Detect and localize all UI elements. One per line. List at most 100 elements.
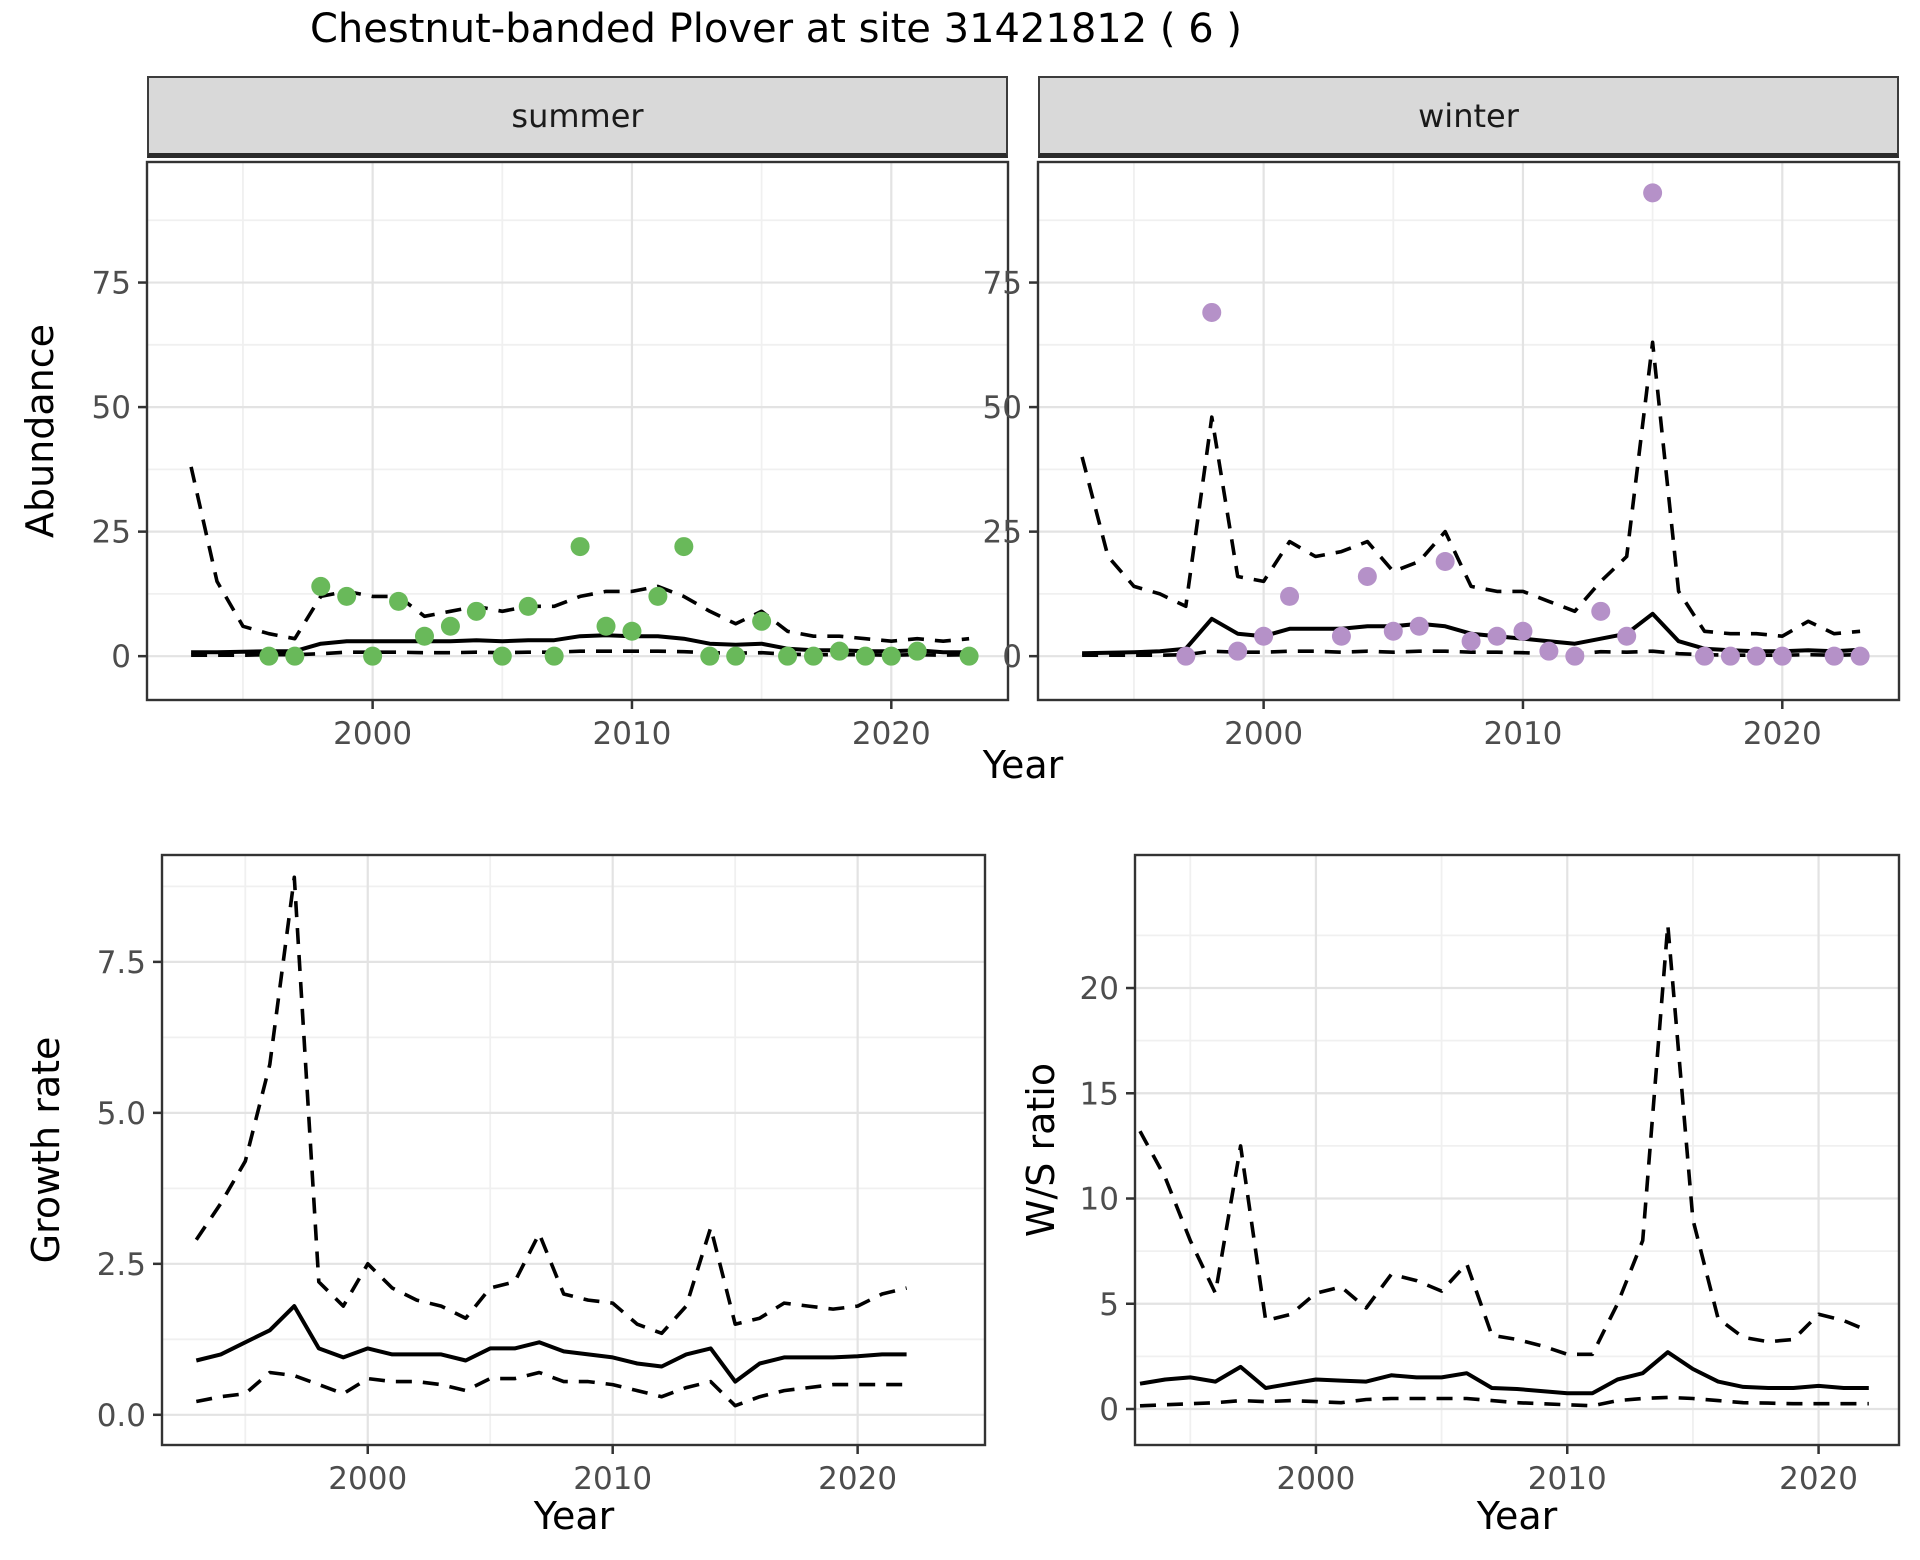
y-tick-label: 7.5 bbox=[97, 945, 146, 981]
data-point-abundance_summer bbox=[674, 537, 694, 557]
data-point-abundance_winter bbox=[1202, 302, 1222, 322]
data-point-abundance_winter bbox=[1643, 183, 1663, 203]
y-tick-label: 5 bbox=[1099, 1287, 1119, 1323]
y-tick-label: 0.0 bbox=[97, 1398, 146, 1434]
y-tick-label: 50 bbox=[983, 390, 1022, 426]
series-ws_ratio-median bbox=[1139, 1350, 1869, 1396]
data-point-abundance_winter bbox=[1746, 646, 1766, 666]
y-tick-label: 20 bbox=[1080, 971, 1119, 1007]
x-tick-label: 2000 bbox=[1276, 1461, 1355, 1497]
x-tick-label: 2000 bbox=[1224, 716, 1303, 752]
data-point-abundance_summer bbox=[855, 646, 875, 666]
y-tick-label: 25 bbox=[92, 515, 131, 551]
y-tick-label: 15 bbox=[1080, 1076, 1119, 1112]
data-point-abundance_winter bbox=[1254, 626, 1274, 646]
series-growth_rate-median bbox=[195, 1304, 907, 1384]
panel-bg-abundance_winter bbox=[1038, 162, 1899, 700]
data-point-abundance_winter bbox=[1383, 621, 1403, 641]
y-axis-label-growth-rate: Growth rate bbox=[24, 1036, 68, 1264]
x-tick-label: 2020 bbox=[1743, 716, 1822, 752]
data-point-abundance_summer bbox=[881, 646, 901, 666]
x-axis-label-year-bottom-left: Year bbox=[533, 1494, 615, 1538]
x-tick-label: 2020 bbox=[852, 716, 931, 752]
data-point-abundance_summer bbox=[752, 611, 772, 631]
facet-strip-summer-label: summer bbox=[511, 96, 644, 135]
data-point-abundance_winter bbox=[1357, 566, 1377, 586]
data-point-abundance_summer bbox=[570, 537, 590, 557]
data-point-abundance_winter bbox=[1228, 641, 1248, 661]
data-point-abundance_summer bbox=[414, 626, 434, 646]
series-ws_ratio-lower_ci bbox=[1139, 1395, 1869, 1408]
data-point-abundance_summer bbox=[259, 646, 279, 666]
data-point-abundance_winter bbox=[1772, 646, 1792, 666]
facet-strip-summer: summer bbox=[147, 76, 1008, 158]
data-point-abundance_winter bbox=[1694, 646, 1714, 666]
data-point-abundance_summer bbox=[622, 621, 642, 641]
series-abundance_winter-upper_ci bbox=[1080, 340, 1861, 639]
x-tick-label: 2010 bbox=[1484, 716, 1563, 752]
data-point-abundance_summer bbox=[829, 641, 849, 661]
data-point-abundance_winter bbox=[1331, 626, 1351, 646]
panel-bg-ws_ratio bbox=[1135, 855, 1899, 1445]
data-point-abundance_winter bbox=[1617, 626, 1637, 646]
x-tick-label: 2020 bbox=[1779, 1461, 1858, 1497]
data-point-abundance_summer bbox=[518, 596, 538, 616]
data-point-abundance_summer bbox=[337, 586, 357, 606]
data-point-abundance_summer bbox=[778, 646, 798, 666]
data-point-abundance_summer bbox=[803, 646, 823, 666]
series-abundance_summer-upper_ci bbox=[189, 466, 970, 644]
y-tick-label: 2.5 bbox=[97, 1247, 146, 1283]
data-point-abundance_summer bbox=[389, 591, 409, 611]
series-growth_rate-upper_ci bbox=[194, 875, 908, 1336]
x-tick-label: 2010 bbox=[1528, 1461, 1607, 1497]
x-tick-label: 2020 bbox=[818, 1461, 897, 1497]
y-axis-label-abundance: Abundance bbox=[18, 323, 62, 539]
x-axis-label-year-top: Year bbox=[982, 743, 1064, 787]
data-point-abundance_winter bbox=[1565, 646, 1585, 666]
y-tick-label: 10 bbox=[1080, 1182, 1119, 1218]
x-tick-label: 2000 bbox=[328, 1461, 407, 1497]
x-axis-label-year-bottom-right: Year bbox=[1476, 1494, 1558, 1538]
data-point-abundance_summer bbox=[363, 646, 383, 666]
data-point-abundance_summer bbox=[726, 646, 746, 666]
data-point-abundance_winter bbox=[1280, 586, 1300, 606]
data-point-abundance_summer bbox=[492, 646, 512, 666]
x-tick-label: 2010 bbox=[593, 716, 672, 752]
data-point-abundance_winter bbox=[1720, 646, 1740, 666]
panel-border-abundance_summer bbox=[145, 160, 1010, 702]
data-point-abundance_summer bbox=[700, 646, 720, 666]
data-point-abundance_winter bbox=[1176, 646, 1196, 666]
data-point-abundance_winter bbox=[1461, 631, 1481, 651]
y-tick-label: 75 bbox=[92, 266, 131, 302]
data-point-abundance_winter bbox=[1539, 641, 1559, 661]
data-point-abundance_summer bbox=[466, 601, 486, 621]
panel-border-growth_rate bbox=[160, 853, 987, 1447]
y-tick-label: 0 bbox=[1099, 1392, 1119, 1428]
series-ws_ratio-upper_ci bbox=[1138, 923, 1870, 1357]
y-tick-label: 0 bbox=[1002, 639, 1022, 675]
y-tick-label: 5.0 bbox=[97, 1096, 146, 1132]
data-point-abundance_summer bbox=[544, 646, 564, 666]
data-point-abundance_summer bbox=[648, 586, 668, 606]
data-point-abundance_summer bbox=[311, 576, 331, 596]
y-tick-label: 50 bbox=[92, 390, 131, 426]
data-point-abundance_winter bbox=[1513, 621, 1533, 641]
data-point-abundance_summer bbox=[440, 616, 460, 636]
y-tick-label: 25 bbox=[983, 515, 1022, 551]
panel-bg-growth_rate bbox=[162, 855, 985, 1445]
data-point-abundance_winter bbox=[1850, 646, 1870, 666]
data-point-abundance_summer bbox=[596, 616, 616, 636]
x-tick-label: 2000 bbox=[333, 716, 412, 752]
facet-strip-winter-label: winter bbox=[1418, 96, 1519, 135]
series-growth_rate-lower_ci bbox=[195, 1370, 907, 1408]
y-axis-label-ws-ratio: W/S ratio bbox=[1019, 1062, 1063, 1238]
data-point-abundance_summer bbox=[959, 646, 979, 666]
panel-bg-abundance_summer bbox=[147, 162, 1008, 700]
data-point-abundance_winter bbox=[1435, 552, 1455, 572]
data-point-abundance_summer bbox=[907, 641, 927, 661]
plot-title: Chestnut-banded Plover at site 31421812 … bbox=[310, 6, 1243, 52]
data-point-abundance_winter bbox=[1824, 646, 1844, 666]
data-point-abundance_winter bbox=[1487, 626, 1507, 646]
